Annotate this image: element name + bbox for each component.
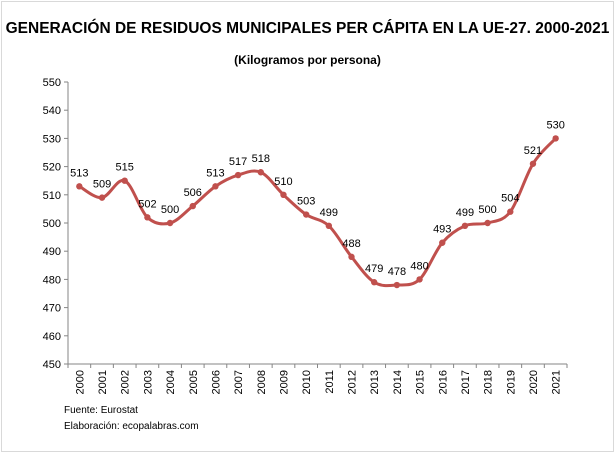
x-tick-label: 2008	[256, 370, 268, 394]
data-point	[371, 279, 378, 286]
data-label: 500	[478, 204, 496, 216]
chart-subtitle: (Kilogramos por persona)	[234, 53, 381, 67]
series-line	[78, 137, 557, 288]
data-label: 510	[274, 176, 292, 188]
data-point	[234, 171, 242, 179]
data-point	[325, 222, 333, 230]
x-tick-label: 2011	[324, 370, 336, 394]
data-point	[393, 281, 401, 289]
y-tick-label: 490	[43, 246, 61, 258]
data-point	[484, 219, 491, 227]
data-point	[416, 276, 423, 283]
data-point	[439, 239, 446, 246]
data-label: 479	[365, 263, 383, 275]
chart-title: GENERACIÓN DE RESIDUOS MUNICIPALES PER C…	[5, 20, 610, 37]
data-point	[76, 183, 83, 190]
data-label: 509	[93, 179, 111, 191]
x-tick-label: 2018	[483, 370, 495, 394]
data-label: 503	[297, 196, 315, 208]
source-note: Fuente: Eurostat	[64, 405, 138, 416]
y-tick-label: 470	[43, 303, 61, 315]
x-tick-label: 2003	[142, 370, 154, 394]
y-tick-label: 500	[43, 218, 61, 230]
x-tick-label: 2019	[505, 370, 517, 394]
data-label: 502	[138, 198, 156, 210]
data-point	[529, 160, 537, 167]
data-label: 517	[229, 156, 247, 168]
y-tick-label: 530	[43, 133, 61, 145]
x-tick-label: 2004	[165, 370, 177, 394]
x-tick-label: 2002	[120, 370, 132, 394]
data-point	[98, 194, 106, 201]
data-point	[166, 219, 174, 227]
data-label: 504	[501, 193, 519, 205]
data-label: 493	[433, 224, 451, 236]
data-label: 499	[320, 207, 338, 219]
y-tick-label: 510	[43, 190, 61, 202]
data-label: 530	[546, 119, 564, 131]
data-point	[121, 177, 128, 184]
x-tick-label: 2012	[347, 370, 359, 394]
y-tick-label: 450	[43, 359, 61, 371]
data-label: 500	[161, 204, 179, 216]
data-point	[348, 253, 355, 261]
data-label: 499	[456, 207, 474, 219]
data-point	[280, 191, 287, 198]
elaboration-note: Elaboración: ecopalabras.com	[64, 421, 199, 432]
y-tick-label: 460	[43, 331, 61, 343]
data-point	[212, 183, 219, 190]
data-point	[461, 222, 469, 230]
data-point	[189, 202, 196, 210]
x-tick-label: 2014	[392, 370, 404, 394]
y-tick-label: 480	[43, 274, 61, 286]
x-tick-label: 2010	[301, 370, 313, 394]
x-tick-label: 2017	[460, 370, 472, 394]
data-label: 488	[342, 238, 360, 250]
data-label: 506	[184, 187, 202, 199]
data-label: 521	[524, 145, 542, 157]
x-tick-label: 2006	[210, 370, 222, 394]
data-label: 513	[206, 167, 224, 179]
y-tick-label: 540	[43, 105, 61, 117]
x-tick-label: 2020	[528, 370, 540, 394]
y-tick-label: 550	[43, 77, 61, 89]
x-tick-label: 2005	[188, 370, 200, 394]
data-label: 478	[388, 266, 406, 278]
data-point	[302, 211, 310, 218]
x-tick-label: 2015	[415, 370, 427, 394]
x-tick-label: 2009	[278, 370, 290, 394]
x-tick-label: 2021	[551, 370, 563, 394]
data-point	[552, 135, 559, 142]
data-point	[507, 208, 514, 215]
x-tick-label: 2013	[369, 370, 381, 394]
x-tick-label: 2007	[233, 370, 245, 394]
data-point	[257, 169, 264, 176]
x-tick-label: 2016	[437, 370, 449, 394]
data-label: 515	[116, 162, 134, 174]
data-point	[144, 214, 151, 221]
x-tick-label: 2000	[74, 370, 86, 394]
y-tick-label: 520	[43, 162, 61, 174]
data-label: 480	[410, 260, 428, 272]
data-label: 513	[70, 167, 88, 179]
x-tick-label: 2001	[97, 370, 109, 394]
data-label: 518	[252, 153, 270, 165]
